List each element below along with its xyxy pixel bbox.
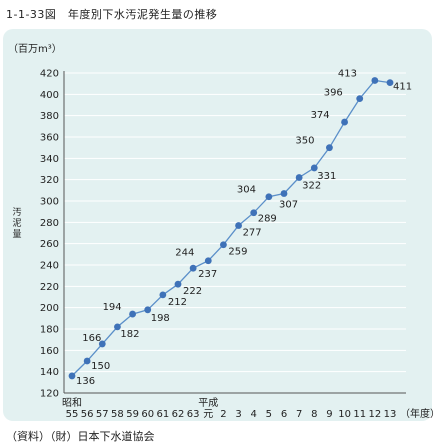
- data-label: 222: [183, 286, 202, 297]
- data-point: [129, 310, 136, 318]
- x-tick-label: 10: [338, 409, 351, 420]
- y-tick-label: 360: [40, 133, 59, 144]
- data-label: 259: [228, 247, 247, 258]
- data-label: 307: [279, 200, 298, 211]
- data-label: 198: [151, 313, 170, 324]
- data-label: 411: [393, 82, 412, 93]
- y-axis-label-char: 量: [12, 229, 21, 240]
- data-label: 374: [311, 110, 330, 121]
- x-tick-label: 8: [311, 409, 317, 420]
- x-tick-label: 56: [81, 409, 94, 420]
- x-tick-label: 55: [66, 409, 79, 420]
- y-tick-label: 120: [40, 389, 59, 400]
- x-tick-label: 9: [326, 409, 332, 420]
- y-tick-label: 200: [40, 303, 59, 314]
- data-label: 331: [317, 171, 336, 182]
- x-unit-label: （年度）: [400, 407, 435, 420]
- data-point: [235, 222, 242, 229]
- x-tick-label: 6: [281, 409, 287, 420]
- y-tick-label: 280: [40, 218, 59, 229]
- data-label: 237: [198, 269, 217, 280]
- x-tick-label: 60: [141, 409, 154, 420]
- y-tick-label: 340: [40, 154, 59, 165]
- y-tick-label: 320: [40, 175, 59, 186]
- data-point: [250, 209, 258, 217]
- x-tick-label: 4: [251, 409, 257, 420]
- data-point: [68, 372, 76, 380]
- era-label-showa: 昭和: [62, 397, 82, 409]
- y-tick-label: 400: [40, 90, 59, 101]
- data-point: [265, 193, 273, 201]
- x-tick-label: 59: [126, 409, 139, 420]
- y-tick-label: 420: [40, 69, 59, 80]
- data-label: 304: [237, 185, 256, 196]
- x-tick-label: 12: [368, 409, 381, 420]
- figure-title: 1-1-33図 年度別下水汚泥発生量の推移: [6, 8, 218, 21]
- data-point: [295, 174, 303, 181]
- data-point: [341, 118, 348, 126]
- y-tick-label: 260: [40, 239, 59, 250]
- data-label: 289: [258, 214, 277, 225]
- data-point: [83, 357, 91, 365]
- data-point: [174, 280, 182, 288]
- data-label: 150: [91, 361, 110, 372]
- x-tick-label: 元: [203, 409, 213, 420]
- era-label-heisei: 平成: [198, 397, 218, 409]
- x-tick-label: 63: [187, 409, 200, 420]
- y-axis-label-char: 泥: [12, 218, 21, 229]
- y-tick-label: 300: [40, 197, 59, 208]
- data-point: [144, 306, 152, 314]
- y-tick-label: 380: [40, 111, 59, 122]
- data-label: 166: [82, 333, 101, 344]
- y-axis-label-char: 汚: [12, 206, 21, 218]
- data-label: 350: [295, 136, 314, 147]
- x-tick-label: 5: [266, 409, 272, 420]
- data-point: [310, 164, 318, 172]
- data-point: [356, 95, 364, 102]
- data-label: 194: [103, 302, 122, 313]
- y-tick-label: 180: [40, 325, 59, 336]
- data-point: [114, 323, 121, 331]
- data-label: 212: [168, 297, 187, 308]
- data-point: [386, 79, 394, 86]
- x-tick-label: 2: [220, 409, 226, 420]
- data-label: 413: [338, 68, 357, 79]
- series-line: [71, 79, 391, 377]
- x-tick-label: 13: [384, 409, 397, 420]
- data-point: [371, 77, 379, 84]
- x-tick-label: 3: [235, 409, 241, 420]
- data-label: 322: [302, 181, 321, 192]
- x-tick-label: 7: [296, 409, 302, 420]
- y-tick-label: 240: [40, 261, 59, 272]
- x-tick-label: 57: [96, 409, 109, 420]
- y-tick-label: 140: [40, 367, 59, 378]
- data-label: 396: [324, 88, 343, 99]
- source-note: （資料）（財）日本下水道協会: [6, 430, 155, 443]
- data-point: [220, 241, 227, 249]
- data-point: [159, 291, 167, 299]
- data-label: 182: [120, 329, 139, 340]
- x-tick-label: 61: [156, 409, 169, 420]
- data-label: 244: [175, 248, 194, 259]
- data-point: [204, 257, 212, 265]
- y-tick-label: 160: [40, 346, 59, 357]
- y-unit-label: （百万m³）: [8, 43, 62, 55]
- data-point: [98, 340, 106, 348]
- x-tick-label: 11: [353, 409, 366, 420]
- data-label: 277: [243, 228, 262, 239]
- x-tick-label: 62: [172, 409, 185, 420]
- data-label: 136: [76, 376, 95, 387]
- data-point: [189, 264, 197, 272]
- data-point: [280, 190, 288, 197]
- x-tick-label: 58: [111, 409, 124, 420]
- y-tick-label: 220: [40, 282, 59, 293]
- data-point: [326, 144, 333, 152]
